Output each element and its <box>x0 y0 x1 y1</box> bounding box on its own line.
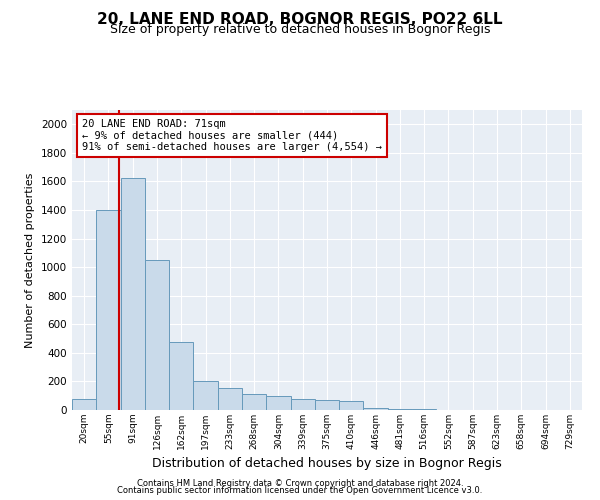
Text: Contains HM Land Registry data © Crown copyright and database right 2024.: Contains HM Land Registry data © Crown c… <box>137 478 463 488</box>
Bar <box>339 400 364 410</box>
Bar <box>266 396 290 410</box>
Bar <box>169 342 193 410</box>
Text: Size of property relative to detached houses in Bognor Regis: Size of property relative to detached ho… <box>110 22 490 36</box>
Bar <box>193 382 218 410</box>
X-axis label: Distribution of detached houses by size in Bognor Regis: Distribution of detached houses by size … <box>152 458 502 470</box>
Bar <box>242 394 266 410</box>
Bar <box>145 260 169 410</box>
Text: 20, LANE END ROAD, BOGNOR REGIS, PO22 6LL: 20, LANE END ROAD, BOGNOR REGIS, PO22 6L… <box>97 12 503 28</box>
Bar <box>218 388 242 410</box>
Text: Contains public sector information licensed under the Open Government Licence v3: Contains public sector information licen… <box>118 486 482 495</box>
Bar <box>364 408 388 410</box>
Bar <box>315 400 339 410</box>
Bar <box>388 409 412 410</box>
Bar <box>72 400 96 410</box>
Text: 20 LANE END ROAD: 71sqm
← 9% of detached houses are smaller (444)
91% of semi-de: 20 LANE END ROAD: 71sqm ← 9% of detached… <box>82 119 382 152</box>
Bar <box>121 178 145 410</box>
Y-axis label: Number of detached properties: Number of detached properties <box>25 172 35 348</box>
Bar <box>96 210 121 410</box>
Bar <box>290 398 315 410</box>
